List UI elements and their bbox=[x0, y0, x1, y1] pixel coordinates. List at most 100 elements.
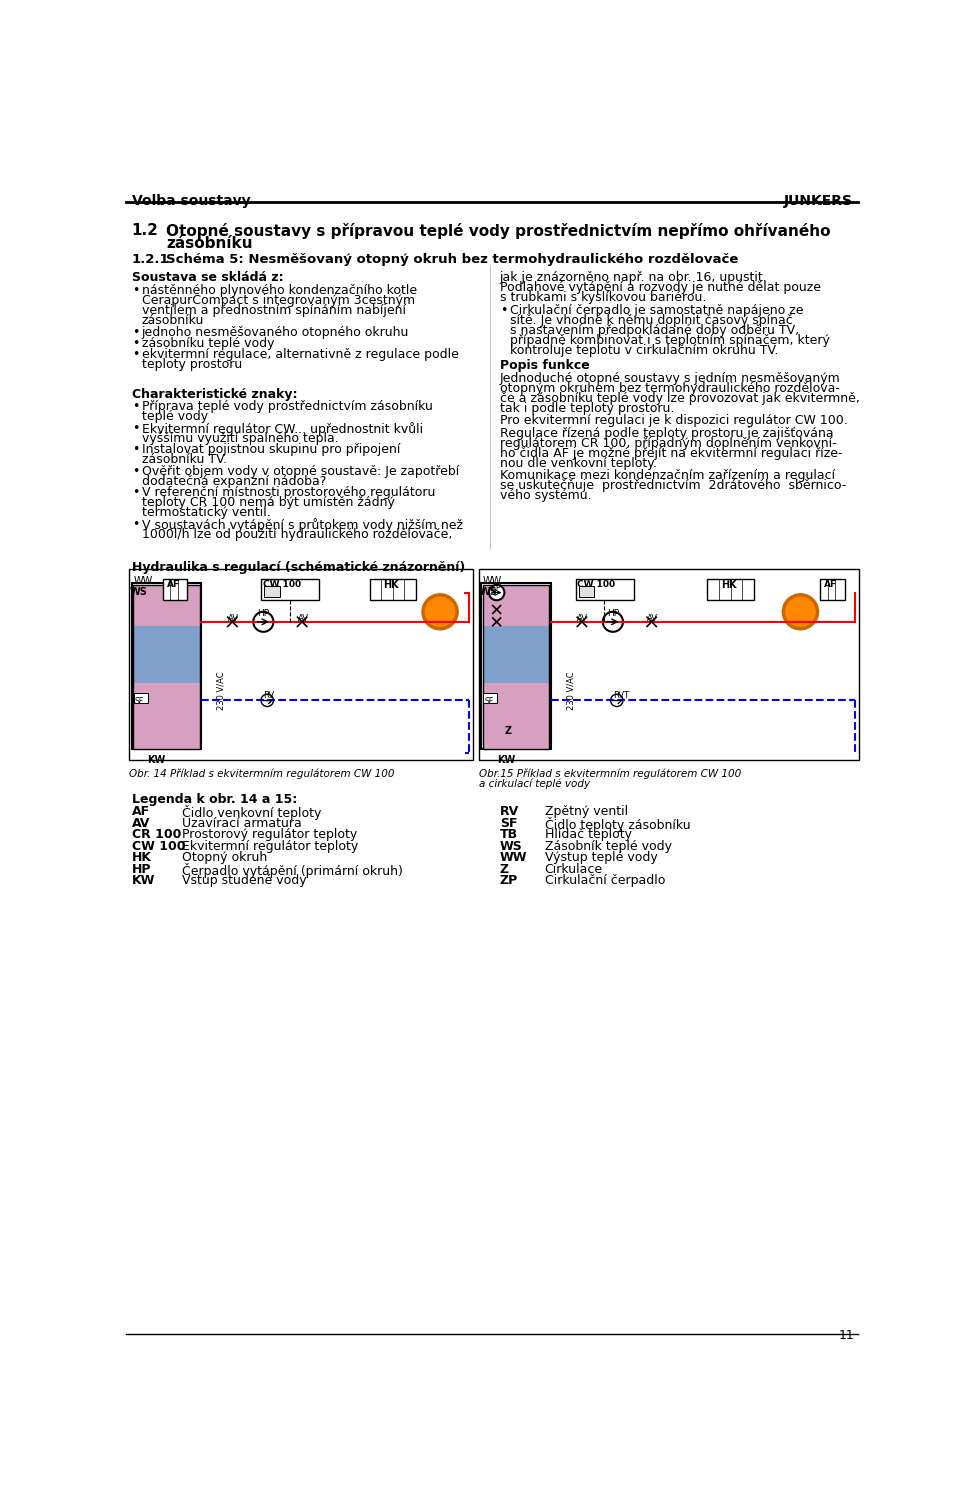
Text: Hydraulika s regulací (schématické znázornění): Hydraulika s regulací (schématické znázo… bbox=[132, 561, 465, 573]
Text: SF: SF bbox=[134, 697, 144, 706]
Text: sítě. Je vhodné k němu doplnit časový spínač: sítě. Je vhodné k němu doplnit časový sp… bbox=[510, 315, 793, 327]
Text: a cirkulací teplé vody: a cirkulací teplé vody bbox=[479, 778, 590, 789]
Text: RVT: RVT bbox=[612, 691, 629, 700]
Bar bbox=[576, 579, 634, 600]
Bar bbox=[133, 626, 200, 683]
Text: Obr.15 Příklad s ekvitermním regulátorem CW 100: Obr.15 Příklad s ekvitermním regulátorem… bbox=[479, 768, 741, 778]
Text: nástěnného plynového kondenzačního kotle: nástěnného plynového kondenzačního kotle bbox=[142, 284, 417, 296]
Text: Soustava se skládá z:: Soustava se skládá z: bbox=[132, 271, 283, 284]
Text: KW: KW bbox=[132, 874, 155, 888]
Text: •: • bbox=[132, 421, 139, 435]
Text: 1.2: 1.2 bbox=[132, 223, 158, 238]
Text: Obr. 14 Příklad s ekvitermním regulátorem CW 100: Obr. 14 Příklad s ekvitermním regulátore… bbox=[130, 768, 395, 778]
Text: ventilem a přednostním spínáním nabíjení: ventilem a přednostním spínáním nabíjení bbox=[142, 304, 406, 316]
Text: •: • bbox=[132, 348, 139, 361]
Text: teplé vody: teplé vody bbox=[142, 409, 207, 423]
Bar bbox=[579, 587, 594, 597]
Text: zásobníku: zásobníku bbox=[142, 315, 204, 327]
Circle shape bbox=[783, 594, 818, 629]
Text: Čidlo venkovní teploty: Čidlo venkovní teploty bbox=[182, 805, 322, 820]
Bar bbox=[134, 694, 148, 703]
Text: RV: RV bbox=[500, 805, 519, 819]
Text: jednoho nesměšovaného otopného okruhu: jednoho nesměšovaného otopného okruhu bbox=[142, 327, 409, 339]
Text: •: • bbox=[132, 327, 139, 339]
Text: Čerpadlo vytápění (primární okruh): Čerpadlo vytápění (primární okruh) bbox=[182, 862, 403, 877]
Text: Zásobník teplé vody: Zásobník teplé vody bbox=[544, 840, 672, 853]
Text: Charakteristické znaky:: Charakteristické znaky: bbox=[132, 388, 298, 402]
Text: Výstup teplé vody: Výstup teplé vody bbox=[544, 852, 658, 864]
Text: HK: HK bbox=[383, 581, 399, 590]
Text: Schéma 5: Nesměšovaný otopný okruh bez termohydraulického rozdělovače: Schéma 5: Nesměšovaný otopný okruh bez t… bbox=[166, 253, 739, 266]
Text: Instalovat pojistnou skupinu pro připojení: Instalovat pojistnou skupinu pro připoje… bbox=[142, 442, 400, 456]
Text: AV: AV bbox=[298, 614, 308, 623]
Text: Z: Z bbox=[504, 725, 512, 736]
Bar bbox=[133, 585, 200, 749]
Text: jak je znázorněno např. na obr. 16, upustit.: jak je znázorněno např. na obr. 16, upus… bbox=[500, 271, 767, 284]
Text: Cirkulační čerpadlo: Cirkulační čerpadlo bbox=[544, 874, 665, 888]
Text: AF: AF bbox=[132, 805, 150, 819]
Text: kontroluje teplotu v cirkulačním okruhu TV.: kontroluje teplotu v cirkulačním okruhu … bbox=[510, 343, 779, 357]
Text: WW: WW bbox=[500, 852, 527, 864]
Circle shape bbox=[489, 585, 504, 600]
Text: RV: RV bbox=[263, 691, 275, 700]
Text: Podlahové vytápění a rozvody je nutné dělat pouze: Podlahové vytápění a rozvody je nutné dě… bbox=[500, 281, 821, 295]
Text: Hlídač teploty: Hlídač teploty bbox=[544, 828, 632, 841]
Text: Z: Z bbox=[500, 862, 509, 876]
Text: regulátorem CR 100, případným doplněním venkovní-: regulátorem CR 100, případným doplněním … bbox=[500, 436, 836, 450]
Circle shape bbox=[423, 594, 457, 629]
Text: WS: WS bbox=[500, 840, 522, 853]
Text: WS: WS bbox=[130, 587, 148, 597]
Text: 1000l/h lze od použití hydraulického rozdělovače,: 1000l/h lze od použití hydraulického roz… bbox=[142, 528, 452, 540]
Text: •: • bbox=[132, 400, 139, 412]
Text: případně kombinovat i s teplotním spínačem, který: případně kombinovat i s teplotním spínač… bbox=[510, 334, 829, 346]
Text: Prostorový regulátor teploty: Prostorový regulátor teploty bbox=[182, 828, 357, 841]
Bar bbox=[264, 587, 279, 597]
Bar bbox=[820, 579, 845, 600]
Text: CW 100: CW 100 bbox=[263, 581, 300, 590]
Text: AV: AV bbox=[647, 614, 658, 623]
Text: WW: WW bbox=[133, 575, 153, 585]
Text: Cirkulační čerpadlo je samostatně napájeno ze: Cirkulační čerpadlo je samostatně napáje… bbox=[510, 304, 804, 316]
Text: 11: 11 bbox=[839, 1329, 854, 1342]
Bar bbox=[481, 584, 551, 749]
Text: Vstup studené vody: Vstup studené vody bbox=[182, 874, 306, 888]
Text: ZP: ZP bbox=[500, 874, 518, 888]
Text: Ekvitermní regulátor CW... upřednostnit kvůli: Ekvitermní regulátor CW... upřednostnit … bbox=[142, 421, 422, 435]
Text: •: • bbox=[132, 337, 139, 349]
Text: V soustavách vytápění s průtokem vody nižším než: V soustavách vytápění s průtokem vody ni… bbox=[142, 518, 463, 531]
Text: če a zásobníku teplé vody lze provozovat jak ekvitermně,: če a zásobníku teplé vody lze provozovat… bbox=[500, 391, 859, 405]
Text: Příprava teplé vody prostřednictvím zásobníku: Příprava teplé vody prostřednictvím záso… bbox=[142, 400, 433, 412]
Text: CR 100: CR 100 bbox=[132, 828, 181, 841]
Bar bbox=[133, 585, 200, 626]
Text: CW 100: CW 100 bbox=[577, 581, 615, 590]
Text: KW: KW bbox=[496, 756, 515, 765]
Text: zásobníku teplé vody: zásobníku teplé vody bbox=[142, 337, 275, 349]
Bar bbox=[708, 579, 754, 600]
Text: JUNKERS: JUNKERS bbox=[783, 194, 852, 209]
Text: termostatický ventil.: termostatický ventil. bbox=[142, 506, 271, 519]
Text: s nastavením předpokládané doby odběru TV,: s nastavením předpokládané doby odběru T… bbox=[510, 324, 799, 337]
Text: ekvitermní regulace, alternativně z regulace podle: ekvitermní regulace, alternativně z regu… bbox=[142, 348, 459, 361]
Text: WS: WS bbox=[480, 587, 497, 597]
Text: HP: HP bbox=[607, 610, 619, 619]
Bar bbox=[483, 585, 549, 749]
Circle shape bbox=[603, 613, 623, 632]
Text: 230 V/AC: 230 V/AC bbox=[217, 671, 226, 710]
Text: •: • bbox=[132, 486, 139, 500]
Circle shape bbox=[253, 613, 274, 632]
Text: se uskutečňuje  prostřednictvím  2drátového  sběrnico-: se uskutečňuje prostřednictvím 2drátovéh… bbox=[500, 480, 846, 492]
Text: Volba soustavy: Volba soustavy bbox=[132, 194, 251, 209]
Text: vyššímu využití spalného tepla.: vyššímu využití spalného tepla. bbox=[142, 432, 339, 444]
Text: ho čidla AF je možné přejít na ekvitermní regulaci říze-: ho čidla AF je možné přejít na ekvitermn… bbox=[500, 447, 842, 461]
Text: Ověřit objem vody v otopné soustavě: Je zapotřebí: Ověřit objem vody v otopné soustavě: Je … bbox=[142, 465, 459, 477]
Bar bbox=[484, 694, 497, 703]
Text: •: • bbox=[500, 304, 507, 316]
Text: teploty prostoru: teploty prostoru bbox=[142, 358, 242, 370]
Text: tak i podle teploty prostoru.: tak i podle teploty prostoru. bbox=[500, 402, 674, 414]
Bar bbox=[370, 579, 416, 600]
Text: •: • bbox=[132, 518, 139, 531]
Text: 1.2.1: 1.2.1 bbox=[132, 253, 169, 266]
Text: •: • bbox=[132, 284, 139, 296]
Text: SF: SF bbox=[500, 817, 517, 829]
Text: teploty CR 100 nemá být umístěn žádný: teploty CR 100 nemá být umístěn žádný bbox=[142, 497, 395, 509]
